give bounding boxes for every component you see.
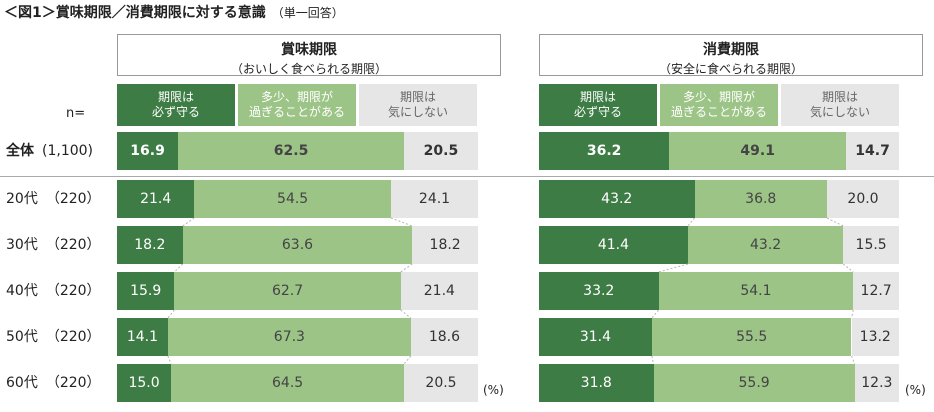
- bar-seg-shouhi-ignore-row-3: 12.7: [853, 272, 899, 310]
- connector-2-1: [400, 263, 413, 273]
- row-group-3: 40代: [6, 283, 38, 299]
- bar-seg-shouhi-keep-row-5: 31.8: [539, 364, 654, 402]
- legend-ignore-shoumi: 期限は 気にしない: [359, 84, 477, 126]
- bar-seg-shouhi-sometimes-row-4: 55.5: [651, 318, 852, 356]
- connector-3-0: [651, 309, 659, 319]
- bar-seg-shouhi-ignore-row-5: 12.3: [854, 364, 899, 402]
- row-n-1: （220）: [45, 191, 101, 207]
- bar-seg-shoumi-sometimes-row-0: 62.5: [178, 132, 404, 170]
- bar-seg-shouhi-keep-row-1: 43.2: [539, 180, 695, 218]
- row-group-5: 60代: [6, 375, 38, 391]
- connector-4-0: [651, 355, 654, 365]
- panel-header-shoumi: 賞味期限 （おいしく食べられる期限）: [117, 34, 501, 76]
- bar-seg-shouhi-sometimes-row-1: 36.8: [694, 180, 827, 218]
- panel-subtitle-shouhi: （安全に食べられる期限）: [658, 62, 803, 76]
- row-group-2: 30代: [6, 237, 38, 253]
- row-n-5: （220）: [45, 375, 101, 391]
- bar-seg-shouhi-keep-row-0: 36.2: [539, 132, 670, 170]
- connector-1-0: [687, 217, 695, 227]
- row-n-2: （220）: [45, 237, 101, 253]
- bar-seg-shouhi-sometimes-row-3: 54.1: [658, 272, 854, 310]
- connector-2-0: [658, 263, 689, 273]
- row-label-3: 40代 （220）: [6, 272, 101, 310]
- bar-seg-shoumi-ignore-row-1: 24.1: [391, 180, 478, 218]
- connector-4-1: [851, 355, 856, 365]
- unit-label-shoumi: (%): [483, 383, 504, 397]
- row-label-2: 30代 （220）: [6, 226, 101, 264]
- bar-seg-shoumi-sometimes-row-4: 67.3: [167, 318, 411, 356]
- bar-seg-shoumi-ignore-row-3: 21.4: [400, 272, 478, 310]
- panel-title-shoumi: 賞味期限: [281, 42, 337, 58]
- legend-ignore-shouhi: 期限は 気にしない: [781, 84, 899, 126]
- bar-seg-shoumi-keep-row-2: 18.2: [117, 226, 183, 264]
- bar-seg-shoumi-ignore-row-0: 20.5: [403, 132, 478, 170]
- total-separator-line: [0, 176, 934, 177]
- bar-seg-shoumi-keep-row-5: 15.0: [117, 364, 172, 402]
- figure-title-text: ＜図1＞賞味期限／消費期限に対する意識: [4, 5, 266, 21]
- bar-seg-shoumi-keep-row-0: 16.9: [117, 132, 179, 170]
- unit-label-shouhi: (%): [905, 383, 926, 397]
- connector-4-1: [403, 355, 412, 365]
- bar-seg-shoumi-ignore-row-2: 18.2: [412, 226, 478, 264]
- connector-1-1: [826, 217, 844, 227]
- bar-seg-shoumi-keep-row-1: 21.4: [117, 180, 195, 218]
- figure-title: ＜図1＞賞味期限／消費期限に対する意識 （単一回答）: [4, 2, 344, 22]
- connector-4-0: [167, 355, 172, 365]
- connector-3-1: [851, 309, 854, 319]
- row-n-0: (1,100): [42, 143, 94, 159]
- bar-seg-shoumi-keep-row-3: 15.9: [117, 272, 175, 310]
- connector-2-0: [174, 263, 184, 273]
- panel-subtitle-shoumi: （おいしく食べられる期限）: [230, 62, 387, 76]
- bar-seg-shouhi-sometimes-row-0: 49.1: [669, 132, 847, 170]
- legend-sometimes-shouhi: 多少、期限が 過ぎることがある: [660, 84, 778, 126]
- bar-seg-shouhi-keep-row-4: 31.4: [539, 318, 652, 356]
- bar-seg-shoumi-sometimes-row-2: 63.6: [182, 226, 413, 264]
- n-label: n=: [66, 106, 86, 121]
- bar-seg-shoumi-keep-row-4: 14.1: [117, 318, 168, 356]
- connector-2-1: [842, 263, 854, 273]
- bar-seg-shouhi-keep-row-2: 41.4: [539, 226, 688, 264]
- bar-seg-shouhi-sometimes-row-2: 43.2: [687, 226, 844, 264]
- bar-seg-shouhi-ignore-row-2: 15.5: [843, 226, 899, 264]
- row-group-4: 50代: [6, 329, 38, 345]
- figure-title-note: （単一回答）: [271, 6, 344, 20]
- row-n-3: （220）: [45, 283, 101, 299]
- connector-1-1: [390, 217, 413, 227]
- legend-keep-shoumi: 期限は 必ず守る: [117, 84, 235, 126]
- bar-seg-shouhi-ignore-row-0: 14.7: [846, 132, 899, 170]
- connector-3-0: [167, 309, 175, 319]
- bar-seg-shouhi-keep-row-3: 33.2: [539, 272, 659, 310]
- row-label-5: 60代 （220）: [6, 364, 101, 402]
- row-n-4: （220）: [45, 329, 101, 345]
- connector-1-0: [182, 217, 195, 227]
- bar-seg-shoumi-ignore-row-4: 18.6: [410, 318, 478, 356]
- connector-3-1: [400, 309, 412, 319]
- panel-header-shouhi: 消費期限 （安全に食べられる期限）: [539, 34, 923, 76]
- legend-sometimes-shoumi: 多少、期限が 過ぎることがある: [238, 84, 356, 126]
- bar-seg-shoumi-sometimes-row-5: 64.5: [171, 364, 404, 402]
- bar-seg-shouhi-sometimes-row-5: 55.9: [653, 364, 855, 402]
- row-group-1: 20代: [6, 191, 38, 207]
- bar-seg-shouhi-ignore-row-4: 13.2: [851, 318, 899, 356]
- bar-seg-shoumi-ignore-row-5: 20.5: [404, 364, 478, 402]
- row-label-4: 50代 （220）: [6, 318, 101, 356]
- row-label-0: 全体 (1,100): [6, 132, 93, 170]
- bar-seg-shouhi-ignore-row-1: 20.0: [827, 180, 899, 218]
- bar-seg-shoumi-sometimes-row-3: 62.7: [174, 272, 401, 310]
- row-label-1: 20代 （220）: [6, 180, 101, 218]
- bar-seg-shoumi-sometimes-row-1: 54.5: [194, 180, 391, 218]
- panel-title-shouhi: 消費期限: [703, 42, 759, 58]
- legend-keep-shouhi: 期限は 必ず守る: [539, 84, 657, 126]
- row-group-0: 全体: [6, 143, 34, 159]
